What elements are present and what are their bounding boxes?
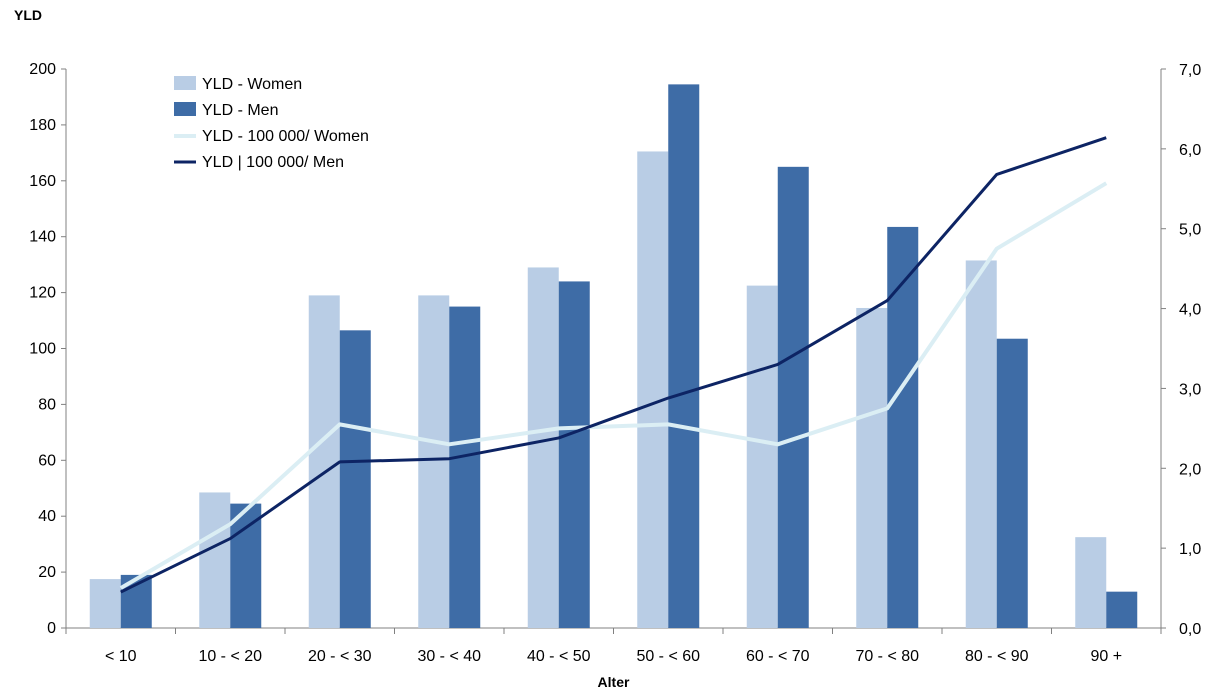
y-tick-label-left: 160 xyxy=(29,173,56,190)
bar xyxy=(856,307,888,628)
bar xyxy=(996,338,1028,628)
y-tick-label-right: 0,0 xyxy=(1179,621,1201,638)
bar xyxy=(637,151,669,628)
y-tick-label-left: 200 xyxy=(29,61,56,78)
y-axis-title: YLD xyxy=(14,7,42,23)
legend-label: YLD - Women xyxy=(202,76,302,93)
x-tick-label: 20 - < 30 xyxy=(308,648,372,665)
y-tick-label-right: 1,0 xyxy=(1179,541,1201,558)
y-tick-label-right: 2,0 xyxy=(1179,461,1201,478)
x-tick-label: 70 - < 80 xyxy=(855,648,919,665)
bar xyxy=(449,306,481,628)
bar xyxy=(777,166,809,628)
legend-swatch xyxy=(174,102,196,116)
bar xyxy=(965,260,997,628)
y-tick-label-left: 40 xyxy=(38,508,56,525)
x-tick-label: 40 - < 50 xyxy=(527,648,591,665)
bar xyxy=(89,579,121,628)
legend-label: YLD - 100 000/ Women xyxy=(202,128,369,145)
y-tick-label-left: 60 xyxy=(38,452,56,469)
y-tick-label-left: 0 xyxy=(47,620,56,637)
bar xyxy=(1106,591,1138,628)
bar xyxy=(558,281,590,628)
y-tick-label-right: 4,0 xyxy=(1179,302,1201,319)
y-tick-label-left: 180 xyxy=(29,117,56,134)
bar xyxy=(668,84,700,628)
bar xyxy=(230,503,262,628)
legend-label: YLD | 100 000/ Men xyxy=(202,154,344,171)
y-tick-label-right: 7,0 xyxy=(1179,62,1201,79)
legend-label: YLD - Men xyxy=(202,102,278,119)
bar xyxy=(418,295,450,628)
y-tick-label-right: 6,0 xyxy=(1179,142,1201,159)
bar xyxy=(199,492,231,628)
x-tick-label: 60 - < 70 xyxy=(746,648,810,665)
y-tick-label-right: 5,0 xyxy=(1179,222,1201,239)
y-tick-label-left: 100 xyxy=(29,341,56,358)
x-tick-label: < 10 xyxy=(105,648,137,665)
x-tick-label: 50 - < 60 xyxy=(636,648,700,665)
series-line xyxy=(120,136,1107,594)
y-tick-label-left: 80 xyxy=(38,396,56,413)
y-tick-label-left: 120 xyxy=(29,285,56,302)
bar xyxy=(746,285,778,628)
y-tick-label-left: 20 xyxy=(38,564,56,581)
x-tick-label: 30 - < 40 xyxy=(417,648,481,665)
x-axis-title: Alter xyxy=(598,674,630,690)
x-tick-label: 10 - < 20 xyxy=(198,648,262,665)
bar xyxy=(1075,537,1107,628)
bar xyxy=(887,226,919,629)
bar xyxy=(339,330,371,628)
x-tick-label: 80 - < 90 xyxy=(965,648,1029,665)
legend-swatch xyxy=(174,76,196,90)
bar xyxy=(308,295,340,628)
bar xyxy=(527,267,559,628)
y-tick-label-left: 140 xyxy=(29,229,56,246)
x-tick-label: 90 + xyxy=(1090,648,1122,665)
y-tick-label-right: 3,0 xyxy=(1179,381,1201,398)
series-line xyxy=(119,181,1108,590)
